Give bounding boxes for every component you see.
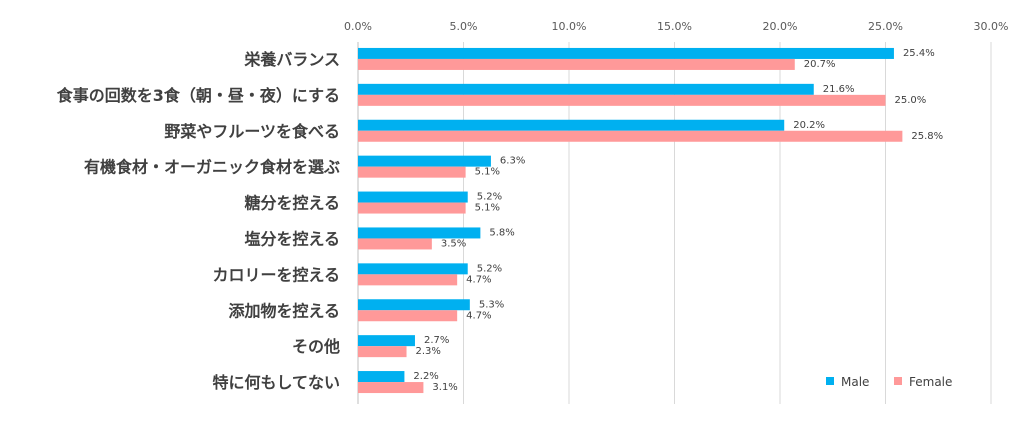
data-label-female: 3.5% bbox=[441, 238, 466, 249]
x-tick-label: 5.0% bbox=[450, 20, 478, 33]
data-label-male: 25.4% bbox=[903, 48, 935, 59]
x-tick-label: 20.0% bbox=[763, 20, 798, 33]
category-label: 有機食材・オーガニック食材を選ぶ bbox=[84, 158, 340, 177]
bar-female bbox=[358, 58, 795, 70]
legend: Male Female bbox=[826, 375, 952, 389]
data-label-male: 2.2% bbox=[413, 371, 438, 382]
bar-male bbox=[358, 371, 405, 383]
category-label: 栄養バランス bbox=[243, 50, 340, 69]
x-tick-label: 25.0% bbox=[868, 20, 903, 33]
data-label-male: 6.3% bbox=[500, 156, 525, 167]
bar-female bbox=[358, 310, 458, 322]
x-tick-label: 0.0% bbox=[344, 20, 372, 33]
x-tick-label: 30.0% bbox=[974, 20, 1009, 33]
bar-male bbox=[358, 47, 894, 59]
data-label-female: 4.7% bbox=[466, 310, 491, 321]
data-label-female: 25.8% bbox=[911, 131, 943, 142]
data-labels: 25.4%21.6%20.2%6.3%5.2%5.8%5.2%5.3%2.7%2… bbox=[413, 48, 943, 393]
x-tick-label: 10.0% bbox=[552, 20, 587, 33]
bar-male bbox=[358, 155, 491, 167]
legend-label-male: Male bbox=[841, 375, 869, 389]
bar-male bbox=[358, 263, 468, 275]
data-label-female: 25.0% bbox=[895, 95, 927, 106]
bar-male bbox=[358, 335, 415, 347]
data-label-male: 21.6% bbox=[823, 84, 855, 95]
category-label: 塩分を控える bbox=[244, 229, 340, 248]
data-label-female: 2.3% bbox=[416, 346, 441, 357]
legend-swatch-male bbox=[826, 377, 834, 385]
data-label-male: 5.8% bbox=[489, 227, 514, 238]
category-label: カロリーを控える bbox=[212, 265, 340, 284]
bar-male bbox=[358, 191, 468, 203]
bar-female bbox=[358, 202, 466, 214]
category-label: 食事の回数を3食（朝・昼・夜）にする bbox=[56, 86, 340, 105]
data-label-male: 20.2% bbox=[793, 120, 825, 131]
bar-female bbox=[358, 274, 458, 286]
data-label-female: 20.7% bbox=[804, 59, 836, 70]
bar-male bbox=[358, 83, 814, 95]
data-label-female: 4.7% bbox=[466, 274, 491, 285]
bars bbox=[358, 47, 903, 394]
category-label: 添加物を控える bbox=[228, 301, 340, 320]
bar-male bbox=[358, 119, 785, 131]
category-label: 特に何もしてない bbox=[212, 373, 340, 392]
bar-male bbox=[358, 299, 470, 311]
bar-female bbox=[358, 130, 903, 142]
data-label-male: 5.2% bbox=[477, 192, 502, 203]
category-label: その他 bbox=[292, 337, 340, 356]
bar-female bbox=[358, 238, 432, 250]
x-axis-ticks: 0.0% 5.0% 10.0% 15.0% 20.0% 25.0% 30.0% bbox=[344, 20, 1008, 33]
legend-label-female: Female bbox=[909, 375, 952, 389]
data-label-female: 5.1% bbox=[475, 203, 500, 214]
data-label-male: 2.7% bbox=[424, 335, 449, 346]
bar-female bbox=[358, 382, 424, 394]
data-label-male: 5.2% bbox=[477, 263, 502, 274]
legend-swatch-female bbox=[894, 377, 902, 385]
bar-female bbox=[358, 94, 886, 106]
data-label-female: 3.1% bbox=[432, 382, 457, 393]
x-tick-label: 15.0% bbox=[657, 20, 692, 33]
category-label: 糖分を控える bbox=[244, 194, 340, 213]
category-label: 野菜やフルーツを食べる bbox=[164, 122, 340, 141]
bar-female bbox=[358, 346, 407, 358]
category-axis: 栄養バランス食事の回数を3食（朝・昼・夜）にする野菜やフルーツを食べる有機食材・… bbox=[56, 42, 359, 404]
data-label-female: 5.1% bbox=[475, 167, 500, 178]
bar-female bbox=[358, 166, 466, 178]
bar-male bbox=[358, 227, 481, 239]
data-label-male: 5.3% bbox=[479, 299, 504, 310]
